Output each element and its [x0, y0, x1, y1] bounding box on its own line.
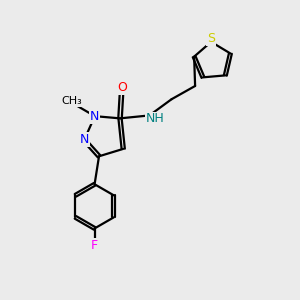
Text: S: S [207, 32, 215, 45]
Text: N: N [80, 134, 89, 146]
Text: O: O [117, 81, 127, 94]
Text: CH₃: CH₃ [61, 96, 82, 106]
Text: NH: NH [146, 112, 165, 125]
Text: N: N [90, 110, 100, 123]
Text: F: F [91, 239, 98, 252]
